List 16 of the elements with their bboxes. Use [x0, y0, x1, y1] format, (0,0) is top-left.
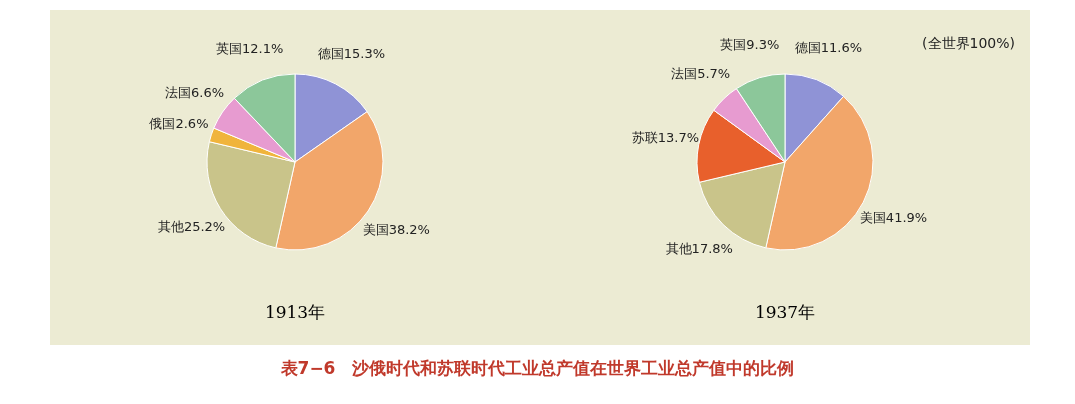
slice-label: 英国9.3%: [720, 37, 780, 53]
slice-label: 德国15.3%: [317, 45, 386, 61]
slice-label: 苏联13.7%: [631, 130, 700, 146]
slice-label: 法国6.6%: [165, 84, 225, 100]
slice-label: 其他17.8%: [665, 240, 733, 256]
slice-label: 俄国2.6%: [149, 116, 209, 132]
text: 1913年: [264, 302, 326, 322]
slice-label: 其他25.2%: [157, 218, 226, 234]
text: (全世界100%): [922, 35, 1015, 53]
text: 表7−6 沙俄时代和苏联时代工业总产值在世界工业总产值中的比例: [279, 357, 796, 380]
slice-label: 法国5.7%: [671, 65, 731, 81]
slice-label: 美国41.9%: [859, 209, 928, 225]
slice-label: 德国11.6%: [794, 40, 863, 56]
text: 1937年: [754, 302, 816, 322]
slice-label: 美国38.2%: [362, 221, 430, 237]
slice-label: 英国12.1%: [216, 40, 284, 56]
